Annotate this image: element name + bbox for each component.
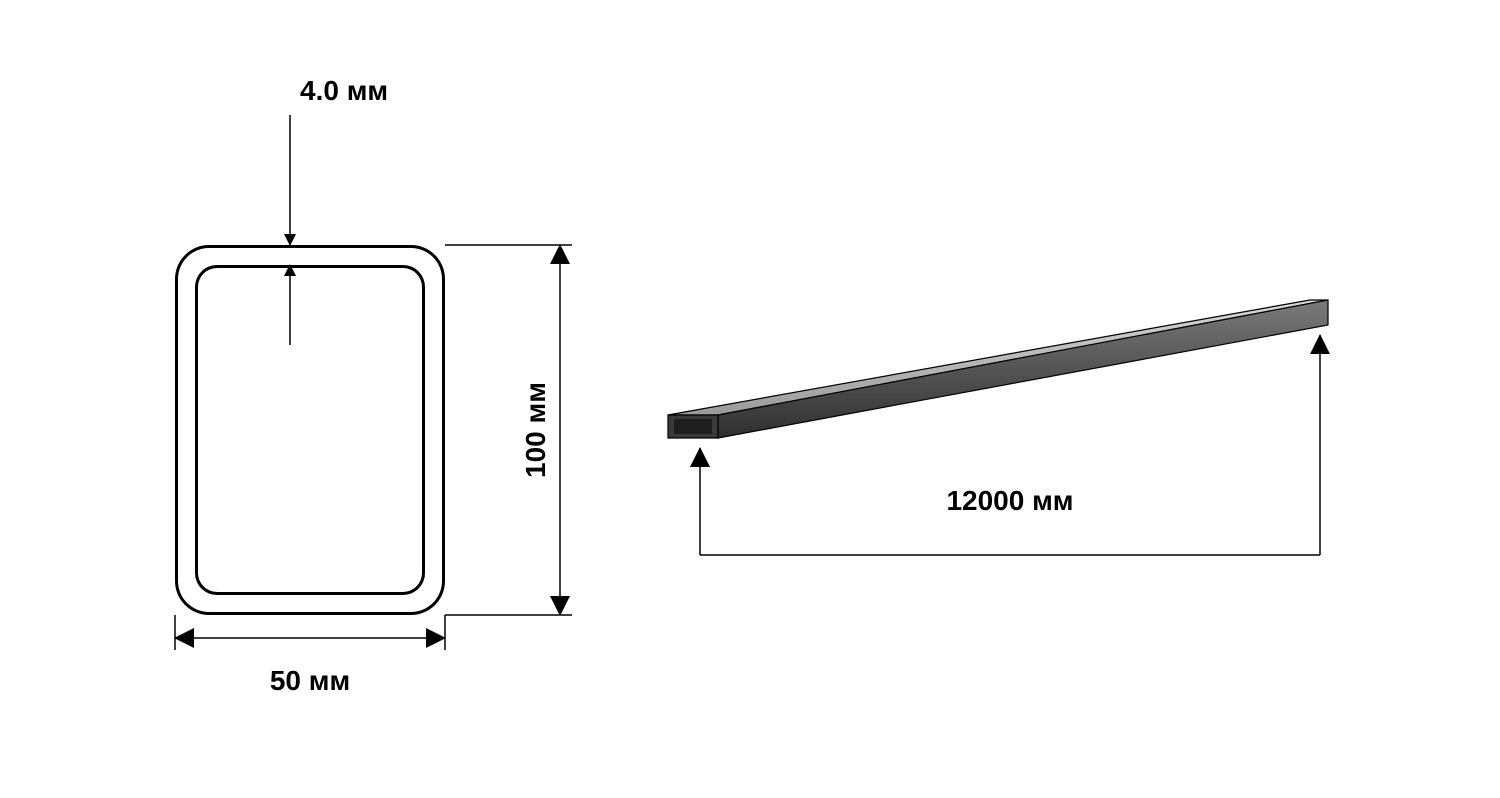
technical-drawing: 4.0 мм 50 мм 100 мм 12000 мм	[0, 0, 1500, 798]
tube-front-hole	[674, 419, 712, 434]
length-label: 12000 мм	[946, 485, 1073, 516]
thickness-label: 4.0 мм	[300, 75, 388, 106]
width-label: 50 мм	[270, 665, 350, 696]
cross-section: 4.0 мм 50 мм 100 мм	[175, 75, 572, 696]
length-view: 12000 мм	[668, 300, 1328, 555]
tube-side-face	[718, 300, 1328, 438]
tube-top-face	[668, 300, 1328, 415]
tube-inner-rect	[198, 268, 422, 592]
height-label: 100 мм	[520, 382, 551, 478]
